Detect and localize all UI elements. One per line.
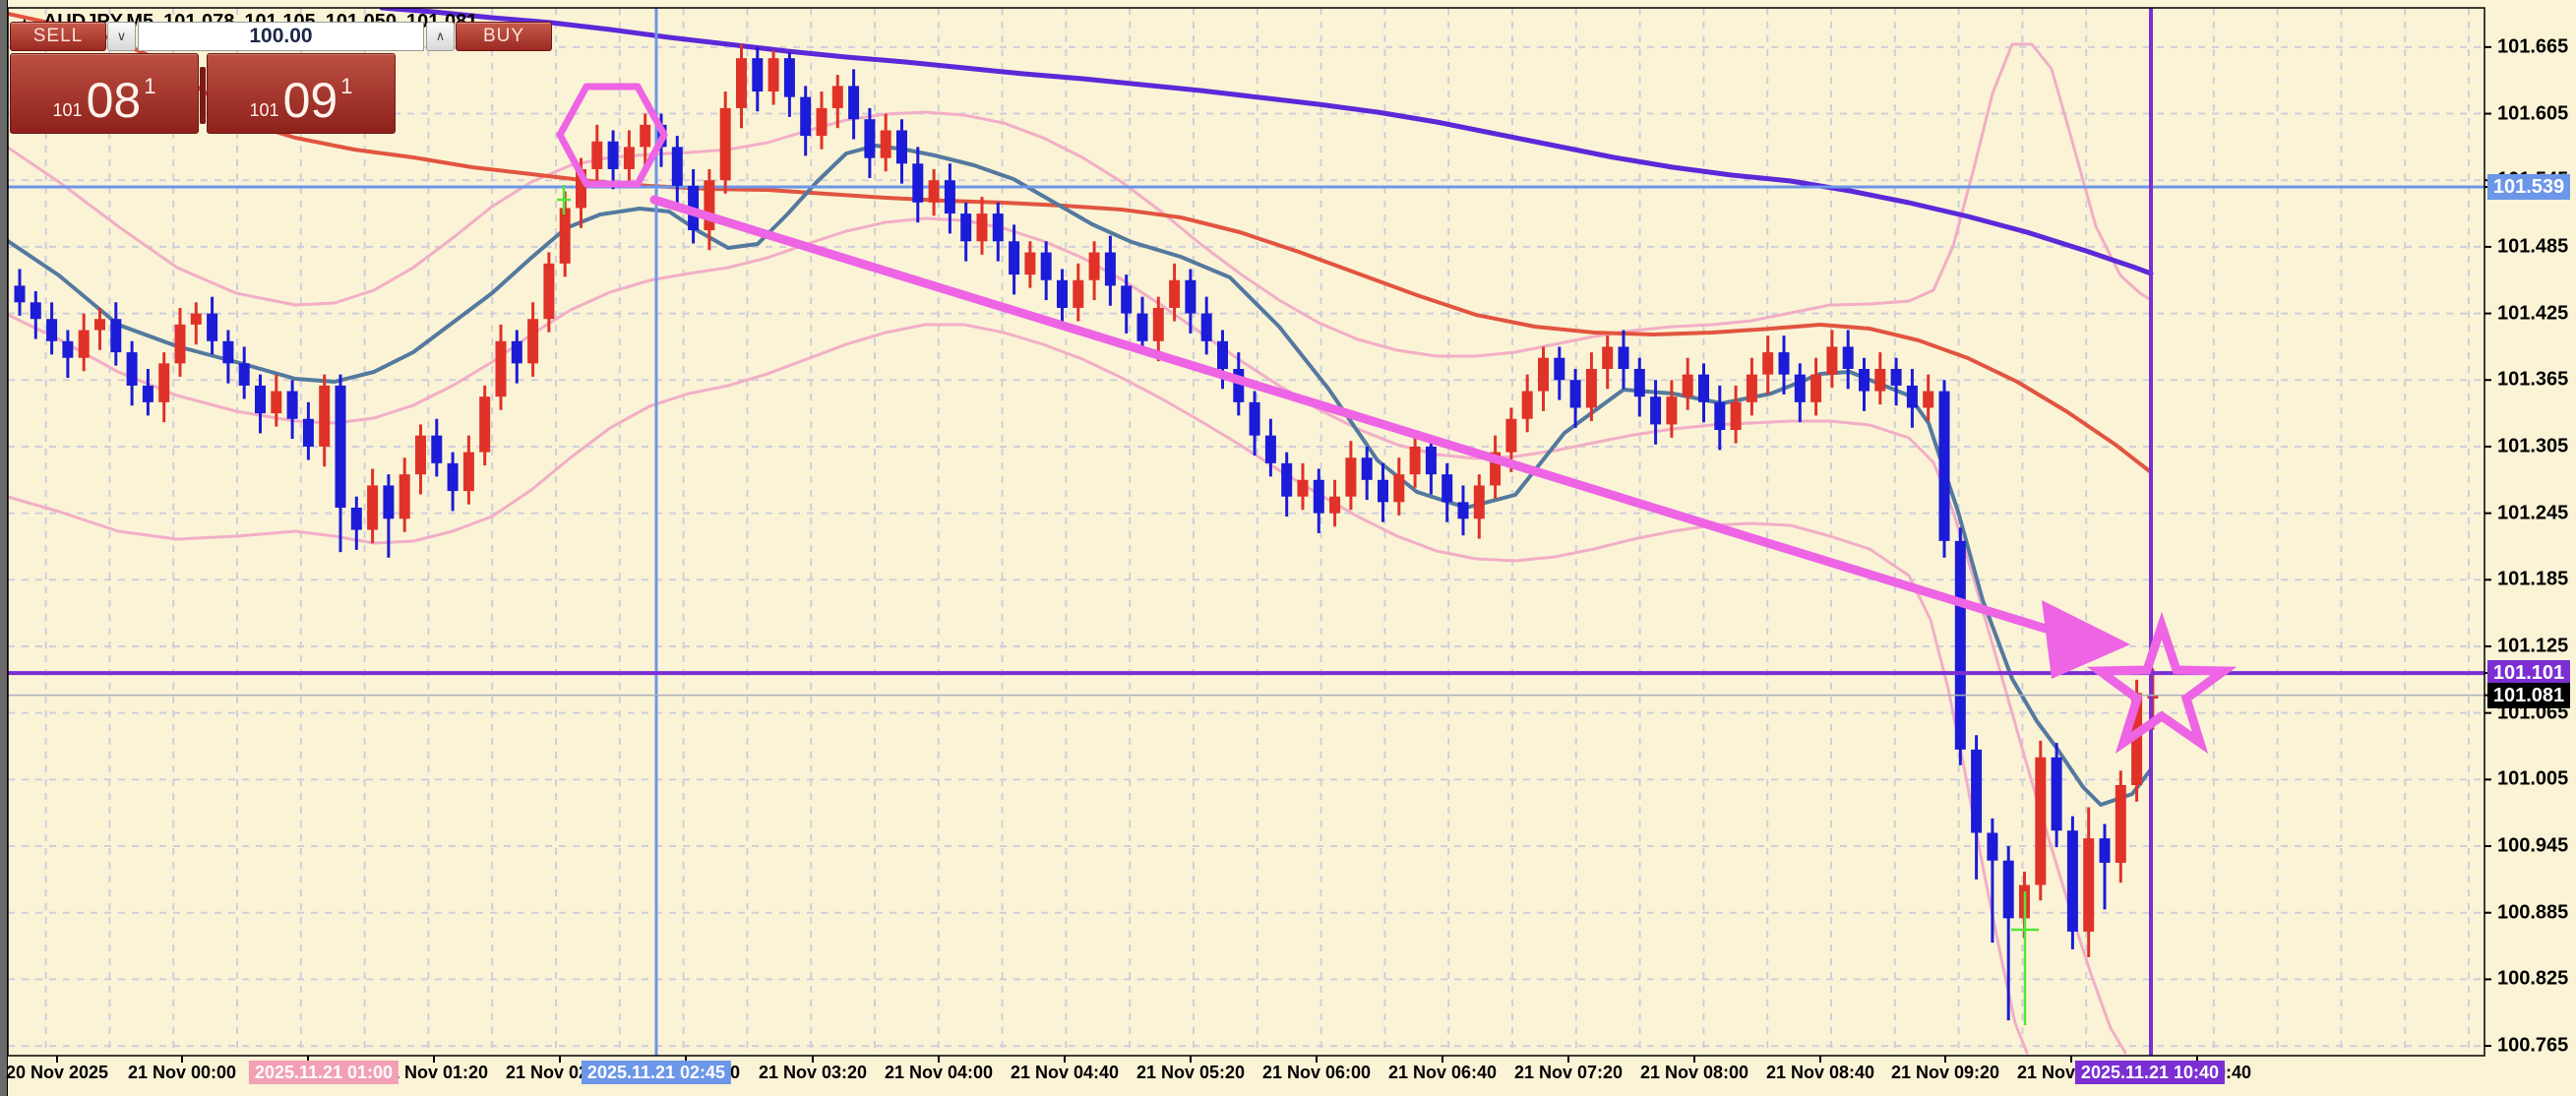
hline-price-tag[interactable]: 101.539 bbox=[2487, 174, 2570, 200]
bollinger-lower bbox=[8, 323, 2029, 1055]
buy-button[interactable]: BUY bbox=[456, 22, 552, 51]
time-tick-label: 21 Nov 05:20 bbox=[1135, 1063, 1246, 1082]
window-left-border bbox=[0, 0, 8, 1096]
price-tick-label: 101.485 bbox=[2497, 235, 2569, 258]
time-tick-label: 21 Nov 00:00 bbox=[127, 1063, 237, 1082]
chevron-up-icon: ∧ bbox=[435, 29, 446, 43]
spread-indicator bbox=[200, 67, 206, 124]
plot-border bbox=[7, 7, 2485, 1057]
price-tick-label: 101.245 bbox=[2497, 502, 2569, 524]
time-tick-label: 21 Nov 04:00 bbox=[884, 1063, 994, 1082]
price-tick-label: 100.825 bbox=[2497, 967, 2569, 990]
price-tick-label: 101.605 bbox=[2497, 102, 2569, 125]
star-annotation[interactable] bbox=[2086, 611, 2238, 755]
sell-price-pipette: 1 bbox=[144, 74, 156, 98]
chevron-down-icon: ∨ bbox=[116, 29, 127, 43]
price-tick-label: 101.185 bbox=[2497, 568, 2569, 590]
buy-price-pipette: 1 bbox=[340, 74, 353, 98]
time-tick-label: 21 Nov 08:00 bbox=[1639, 1063, 1749, 1082]
time-tick-label: 21 Nov 04:40 bbox=[1010, 1063, 1120, 1082]
price-tick-label: 100.885 bbox=[2497, 901, 2569, 924]
time-tick-label: 21 Nov 03:20 bbox=[758, 1063, 868, 1082]
price-tick-label: 100.945 bbox=[2497, 834, 2569, 857]
time-tick-label: 21 Nov 07:20 bbox=[1513, 1063, 1624, 1082]
buy-price-display[interactable]: 101 09 1 bbox=[207, 53, 396, 134]
current-bid-tag: 101.081 bbox=[2487, 682, 2570, 708]
arrow-annotation[interactable] bbox=[649, 195, 2130, 679]
object-time-tag[interactable]: 2025.11.21 01:00 bbox=[248, 1061, 399, 1084]
sell-price-display[interactable]: 101 08 1 bbox=[10, 53, 199, 134]
ma-slow-coral bbox=[8, 12, 2153, 474]
price-tick-label: 101.125 bbox=[2497, 635, 2569, 657]
time-tick-label: 21 Nov 09:20 bbox=[1890, 1063, 2000, 1082]
time-tick-label: 20 Nov 2025 bbox=[5, 1063, 109, 1082]
object-time-tag[interactable]: 2025.11.21 02:45 bbox=[581, 1061, 732, 1084]
time-tick-label: 21 Nov 06:00 bbox=[1261, 1063, 1372, 1082]
time-tick-label: 21 Nov 01:20 bbox=[379, 1063, 489, 1082]
volume-increase-button[interactable]: ∧ bbox=[426, 22, 455, 51]
candles bbox=[14, 43, 2159, 1021]
price-tick-label: 101.005 bbox=[2497, 767, 2569, 790]
grid bbox=[8, 8, 2484, 1056]
object-time-tag[interactable]: 2025.11.21 10:40 bbox=[2074, 1061, 2226, 1084]
time-tick-label: 21 Nov 06:40 bbox=[1387, 1063, 1498, 1082]
sell-price-bigfigure: 101 bbox=[52, 100, 83, 120]
volume-input[interactable] bbox=[138, 22, 424, 51]
price-tick-label: 100.765 bbox=[2497, 1034, 2569, 1057]
volume-decrease-button[interactable]: ∨ bbox=[107, 22, 136, 51]
ma-fast-steel bbox=[8, 144, 2153, 807]
purple-hline-price-tag[interactable]: 101.101 bbox=[2487, 660, 2570, 687]
sell-price-pips: 08 bbox=[86, 73, 142, 128]
price-tick-label: 101.305 bbox=[2497, 435, 2569, 457]
one-click-trading-panel: SELL ∨ ∧ BUY 101 08 1 101 09 1 bbox=[10, 22, 552, 134]
object-anchor-cross-icon bbox=[2011, 891, 2039, 1025]
sell-button[interactable]: SELL bbox=[10, 22, 106, 51]
price-tick-label: 101.665 bbox=[2497, 35, 2569, 58]
buy-price-pips: 09 bbox=[282, 73, 338, 128]
ma-trend-indigo bbox=[379, 8, 2154, 276]
time-tick-label: 21 Nov 08:40 bbox=[1765, 1063, 1875, 1082]
object-anchor-cross-icon bbox=[557, 185, 571, 214]
hexagon-annotation[interactable] bbox=[556, 83, 668, 188]
buy-price-bigfigure: 101 bbox=[249, 100, 279, 120]
plot-area[interactable] bbox=[8, 8, 2484, 1056]
price-tick-label: 101.425 bbox=[2497, 302, 2569, 325]
bollinger-upper bbox=[8, 42, 2153, 358]
price-tick-label: 101.365 bbox=[2497, 368, 2569, 391]
